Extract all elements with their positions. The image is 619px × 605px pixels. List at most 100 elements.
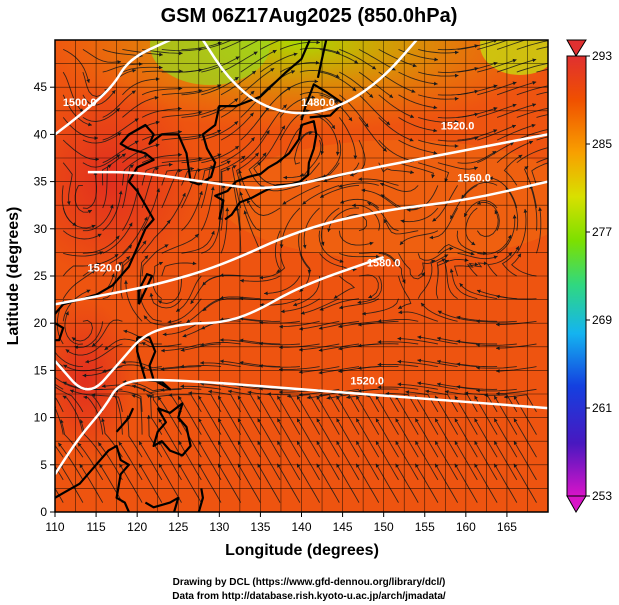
streamline-arrow bbox=[142, 240, 147, 245]
streamline-arrow bbox=[92, 342, 96, 347]
streamline-arrow bbox=[123, 329, 128, 334]
streamline-arrow bbox=[198, 395, 202, 400]
streamline bbox=[437, 162, 478, 170]
streamline-arrow bbox=[291, 70, 295, 74]
streamline-arrow bbox=[508, 252, 512, 257]
streamline bbox=[358, 71, 394, 99]
streamline bbox=[167, 298, 202, 323]
streamline-arrow bbox=[111, 90, 116, 94]
streamline bbox=[69, 389, 104, 413]
streamline bbox=[405, 391, 439, 413]
streamline bbox=[200, 166, 215, 209]
streamline-arrow bbox=[434, 57, 438, 62]
streamline bbox=[274, 230, 281, 273]
streamline bbox=[60, 419, 84, 458]
streamline bbox=[102, 63, 143, 73]
streamline bbox=[82, 49, 122, 63]
streamline-arrow bbox=[494, 441, 498, 445]
streamline bbox=[336, 463, 360, 503]
streamline-arrow bbox=[198, 418, 202, 423]
streamline-arrow bbox=[331, 125, 335, 129]
streamline-arrow bbox=[70, 389, 74, 394]
streamline-arrow bbox=[450, 215, 454, 220]
streamline bbox=[237, 463, 261, 503]
streamline bbox=[99, 463, 123, 503]
streamline bbox=[217, 418, 242, 458]
streamline-arrow bbox=[369, 94, 374, 98]
streamline-arrow bbox=[66, 201, 71, 205]
streamline-arrow bbox=[385, 391, 390, 396]
streamline-arrow bbox=[247, 199, 251, 204]
streamline bbox=[474, 463, 498, 503]
streamline bbox=[437, 258, 469, 277]
streamline-arrow bbox=[302, 200, 307, 205]
streamline bbox=[398, 139, 438, 155]
streamline-arrow bbox=[50, 344, 53, 348]
streamline-arrow bbox=[178, 106, 182, 111]
streamline bbox=[160, 388, 202, 391]
streamline bbox=[476, 366, 517, 369]
streamline-arrow bbox=[375, 441, 380, 445]
streamline-arrow bbox=[141, 342, 146, 346]
streamline bbox=[240, 40, 260, 50]
streamline bbox=[339, 252, 380, 258]
streamline bbox=[434, 418, 458, 458]
streamline bbox=[456, 340, 498, 345]
streamline-arrow bbox=[421, 302, 425, 307]
streamline-arrow bbox=[265, 130, 270, 135]
streamline-arrow bbox=[158, 418, 163, 423]
streamline-arrow bbox=[435, 418, 439, 423]
streamline-arrow bbox=[513, 418, 518, 423]
streamline bbox=[302, 184, 340, 205]
streamline bbox=[62, 162, 73, 206]
streamline bbox=[395, 418, 419, 458]
streamline-arrow bbox=[158, 261, 163, 266]
streamline-arrow bbox=[493, 255, 498, 260]
streamline bbox=[220, 51, 258, 73]
streamline-arrow bbox=[553, 38, 557, 42]
streamline bbox=[181, 63, 222, 73]
streamline bbox=[339, 71, 374, 99]
x-axis-label: Longitude (degrees) bbox=[225, 542, 379, 559]
streamline bbox=[496, 103, 537, 118]
streamline-arrow bbox=[139, 441, 143, 446]
streamline bbox=[378, 162, 414, 174]
streamline-arrow bbox=[234, 121, 239, 125]
streamline bbox=[200, 383, 241, 390]
streamline-arrow bbox=[350, 172, 354, 177]
streamline-arrow bbox=[199, 191, 203, 195]
streamline-arrow bbox=[459, 283, 464, 287]
streamline bbox=[97, 442, 123, 481]
streamline bbox=[414, 395, 439, 435]
streamline-arrow bbox=[357, 322, 362, 327]
streamline-arrow bbox=[352, 87, 357, 92]
credit-data-source: Data from http://database.rish.kyoto-u.a… bbox=[172, 591, 446, 602]
streamline-arrow bbox=[186, 319, 191, 323]
streamline bbox=[122, 66, 163, 73]
streamline bbox=[181, 230, 215, 254]
streamline-arrow bbox=[476, 319, 480, 324]
streamline-arrow bbox=[86, 79, 90, 83]
streamline-arrow bbox=[476, 388, 480, 393]
streamline bbox=[377, 386, 419, 390]
streamline bbox=[456, 363, 498, 368]
contour-label: 1500.0 bbox=[63, 97, 97, 109]
streamline bbox=[496, 58, 537, 73]
streamline bbox=[326, 394, 360, 413]
streamline-arrow bbox=[338, 346, 343, 351]
streamline bbox=[395, 395, 419, 435]
streamline bbox=[293, 275, 321, 306]
streamline bbox=[55, 383, 64, 390]
streamline bbox=[298, 230, 311, 274]
chart-title: GSM 06Z17Aug2025 (850.0hPa) bbox=[161, 5, 458, 27]
contour-line bbox=[55, 40, 171, 136]
streamline bbox=[495, 295, 537, 300]
streamline bbox=[495, 366, 537, 372]
colorbar-ticks: 293 285 277 269 261 253 bbox=[586, 49, 612, 503]
streamline-arrow bbox=[327, 228, 331, 232]
streamline bbox=[513, 418, 537, 458]
streamline bbox=[141, 388, 182, 394]
streamline-arrow bbox=[335, 74, 340, 78]
streamline bbox=[102, 364, 143, 373]
streamline-arrow bbox=[121, 153, 126, 158]
